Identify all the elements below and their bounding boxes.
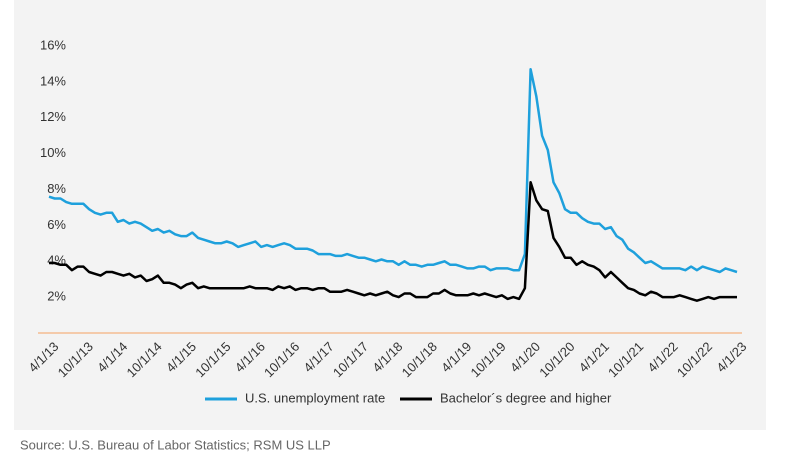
series-line — [49, 181, 737, 302]
series-line — [48, 68, 738, 274]
y-tick-label: 6% — [47, 217, 66, 232]
y-tick-label: 8% — [47, 181, 66, 196]
y-tick-label: 2% — [47, 289, 66, 304]
y-tick-label: 14% — [40, 73, 66, 88]
chart-panel — [14, 0, 766, 430]
source-note: Source: U.S. Bureau of Labor Statistics;… — [20, 437, 331, 452]
y-tick-label: 10% — [40, 145, 66, 160]
legend-label: U.S. unemployment rate — [245, 390, 385, 405]
y-tick-label: 16% — [40, 37, 66, 52]
y-tick-label: 12% — [40, 109, 66, 124]
legend-label: Bachelor´s degree and higher — [440, 390, 612, 405]
